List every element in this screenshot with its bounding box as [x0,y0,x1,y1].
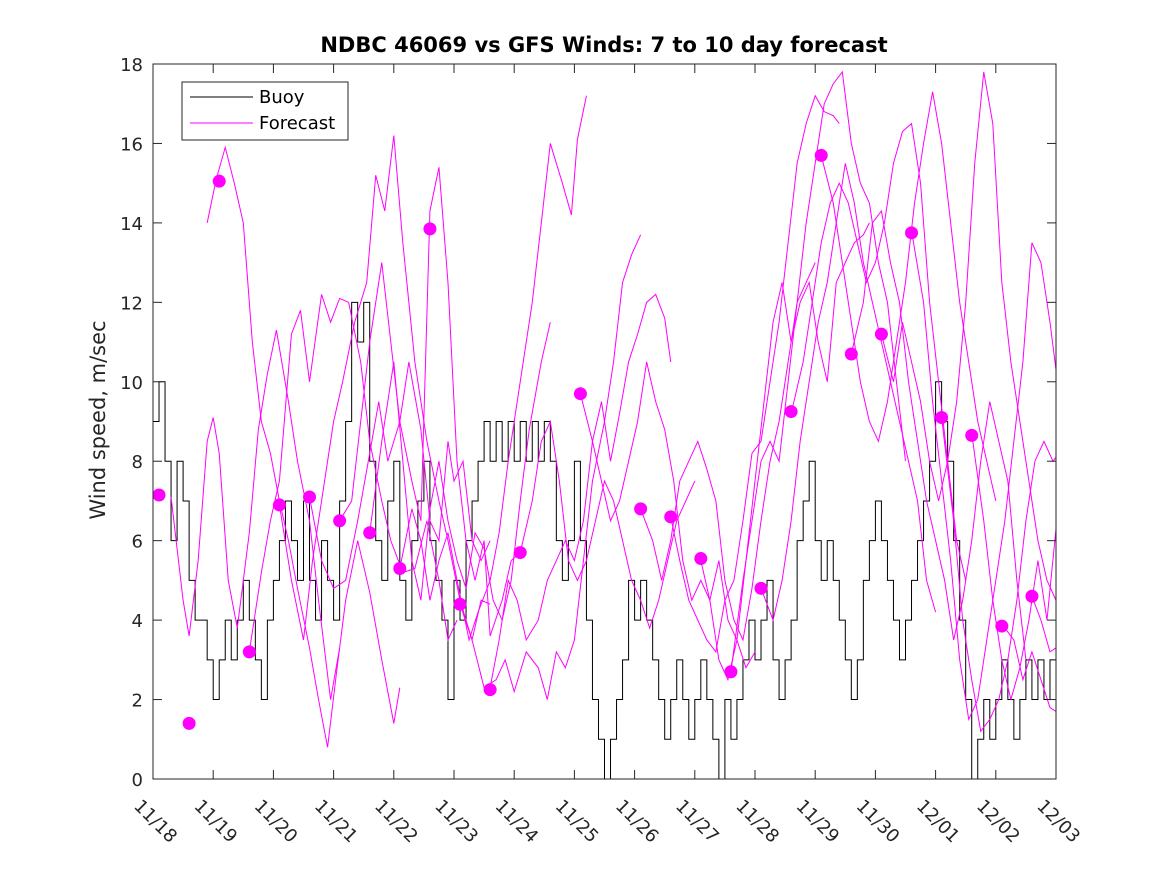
forecast-start-marker [754,581,768,595]
forecast-series-line [850,209,1027,660]
x-tick-label: 11/20 [250,796,302,848]
forecast-start-marker [573,387,587,401]
forecast-start-marker [905,226,919,240]
y-tick-label: 4 [132,611,143,632]
forecast-series-line [730,70,906,672]
forecast-series-line [880,71,1057,601]
forecast-start-marker [965,428,979,442]
y-tick-label: 18 [120,55,143,76]
forecast-series-line [519,419,696,630]
chart-title: NDBC 46069 vs GFS Winds: 7 to 10 day for… [320,33,887,57]
forecast-start-marker [784,405,798,419]
legend-forecast-label: Forecast [259,113,335,134]
y-tick-label: 8 [132,452,143,473]
forecast-start-marker [664,510,678,524]
forecast-series-line [1031,596,1057,653]
forecast-start-marker [995,619,1009,633]
x-tick-label: 11/22 [370,796,422,848]
x-tick-label: 11/25 [551,796,603,848]
forecast-start-marker [935,411,949,425]
legend-box [181,81,349,141]
forecast-start-marker [363,526,377,540]
forecast-start-marker [814,148,828,162]
forecast-series-line [206,145,401,748]
x-tick-label: 11/21 [310,796,362,848]
forecast-start-marker [634,502,648,516]
y-tick-label: 16 [120,134,143,155]
forecast-start-marker [423,222,437,236]
forecast-series-line [459,234,642,700]
x-tick-label: 11/27 [671,796,723,848]
forecast-series-line [971,433,1057,700]
forecast-series-line [670,94,840,654]
x-tick-label: 11/29 [792,796,844,848]
x-tick-label: 11/28 [731,796,783,848]
forecast-start-marker [513,546,527,560]
forecast-series-line [339,167,521,637]
forecast-series-line [399,95,587,642]
forecast-start-marker [212,174,226,188]
x-tick-label: 11/24 [491,796,543,848]
forecast-series-line [911,230,1057,722]
forecast-series-line [640,262,816,642]
y-tick-label: 6 [132,532,143,553]
y-axis: 0 2 4 6 8 10 12 14 16 18 [120,55,1056,791]
marker-layer [152,148,1039,730]
x-tick-label: 11/19 [190,796,242,848]
x-tick-label: 12/02 [972,796,1024,848]
x-tick-label: 11/18 [129,796,181,848]
plot-area-frame [152,63,1057,780]
forecast-series-line [309,361,491,590]
forecast-series-line [369,322,551,622]
forecast-series-line [248,294,458,652]
x-tick-label: 12/03 [1032,796,1084,848]
forecast-series-line [1001,623,1057,712]
forecast-start-marker [182,716,196,730]
forecast-start-marker [1025,589,1039,603]
forecast-start-marker [242,645,256,659]
y-tick-label: 14 [120,214,143,235]
y-tick-label: 12 [120,293,143,314]
forecast-start-marker [333,514,347,528]
forecast-start-marker [874,327,888,341]
forecast-series-line [820,91,997,502]
x-tick-label: 11/23 [430,796,482,848]
forecast-start-marker [483,683,497,697]
forecast-start-marker [393,561,407,575]
forecast-series-line [489,293,672,688]
legend: Buoy Forecast [181,81,349,141]
forecast-series-line [760,163,937,622]
y-tick-label: 10 [120,373,143,394]
forecast-start-marker [694,552,708,566]
forecast-start-marker [844,347,858,361]
forecast-series-line [170,330,341,700]
series-layer [153,70,1057,780]
forecast-start-marker [724,665,738,679]
forecast-series-line [579,361,756,670]
x-tick-label: 11/30 [852,796,904,848]
y-tick-label: 2 [132,691,143,712]
x-axis: 11/18 11/19 11/20 11/21 11/22 11/23 11/24 11/25… [129,64,1084,847]
x-tick-label: 12/01 [912,796,964,848]
forecast-series-line [941,417,1057,733]
forecast-start-marker [453,597,467,611]
forecast-start-marker [303,490,317,504]
y-tick-label: 0 [132,770,143,791]
forecast-start-marker [152,488,166,502]
legend-buoy-label: Buoy [259,87,305,108]
y-axis-label: Wind speed, m/sec [86,320,110,519]
x-tick-label: 11/26 [611,796,663,848]
forecast-start-marker [272,498,286,512]
forecast-series-line [790,122,967,581]
